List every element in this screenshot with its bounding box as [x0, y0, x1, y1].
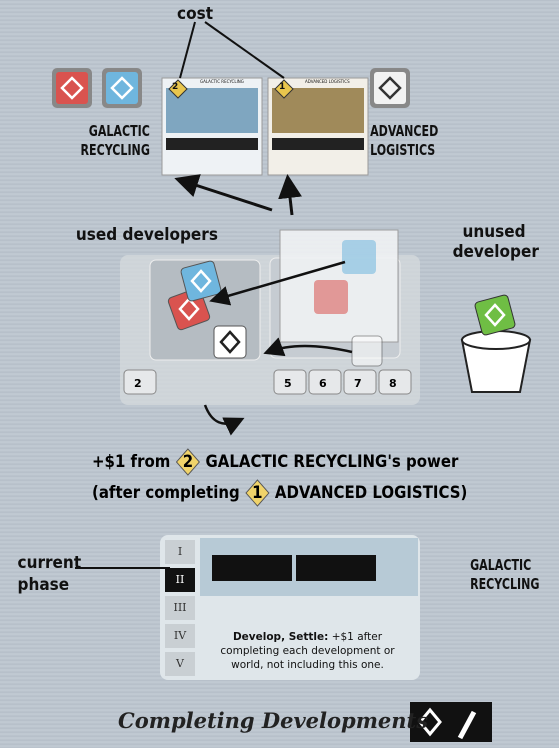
footer-title: Completing Developments [118, 708, 428, 733]
trash-can [462, 294, 530, 392]
arrow [180, 180, 272, 210]
rules-page: 2 5 6 7 8 cost GALACTIC RECYCLING ADVANCED L… [0, 0, 559, 748]
arrow [288, 180, 292, 215]
card-caption: GALACTIC RECYCLING [76, 122, 150, 160]
gray-die [370, 68, 410, 108]
label: current phase [18, 552, 81, 596]
phase-numeral: III [165, 596, 195, 620]
text: +$1 from [92, 452, 170, 472]
text: GALACTIC RECYCLING's power [206, 452, 459, 472]
card-cost: 1 [279, 82, 285, 92]
power-bold: Develop, Settle: [233, 631, 328, 643]
phase-numeral: I [165, 540, 195, 564]
label: unused developer [453, 222, 536, 262]
track-number: 2 [134, 377, 142, 390]
phase-numeral: V [165, 652, 195, 676]
red-die [52, 68, 92, 108]
card-cost: 2 [172, 82, 178, 92]
card-caption: ADVANCED LOGISTICS [370, 122, 444, 160]
card-caption: GALACTIC RECYCLING [470, 556, 544, 594]
white-die [214, 326, 246, 358]
card-title: GALACTIC RECYCLING [200, 79, 244, 84]
blue-die [102, 68, 142, 108]
phase-numeral: II [165, 568, 195, 592]
card-title: ADVANCED LOGISTICS [305, 79, 350, 84]
track-number: 8 [389, 377, 397, 390]
cost-diamond: 1 [245, 479, 270, 507]
power-icon [296, 555, 376, 581]
cost-diamond: 2 [176, 448, 201, 476]
pointer [180, 22, 195, 78]
cost: 1 [245, 479, 270, 507]
text: (after completing [92, 483, 240, 503]
phase-numeral: IV [165, 624, 195, 648]
track-number: 6 [319, 377, 327, 390]
text: ADVANCED LOGISTICS) [275, 483, 467, 503]
power-text: Develop, Settle: +$1 after completing ea… [205, 630, 410, 672]
label: cost [177, 4, 213, 24]
power-icon [212, 555, 292, 581]
track-number: 5 [284, 377, 292, 390]
track-number: 7 [354, 377, 362, 390]
arrow [205, 405, 240, 424]
cost: 2 [176, 448, 201, 476]
pointer [205, 22, 284, 78]
label: used developers [76, 225, 218, 245]
